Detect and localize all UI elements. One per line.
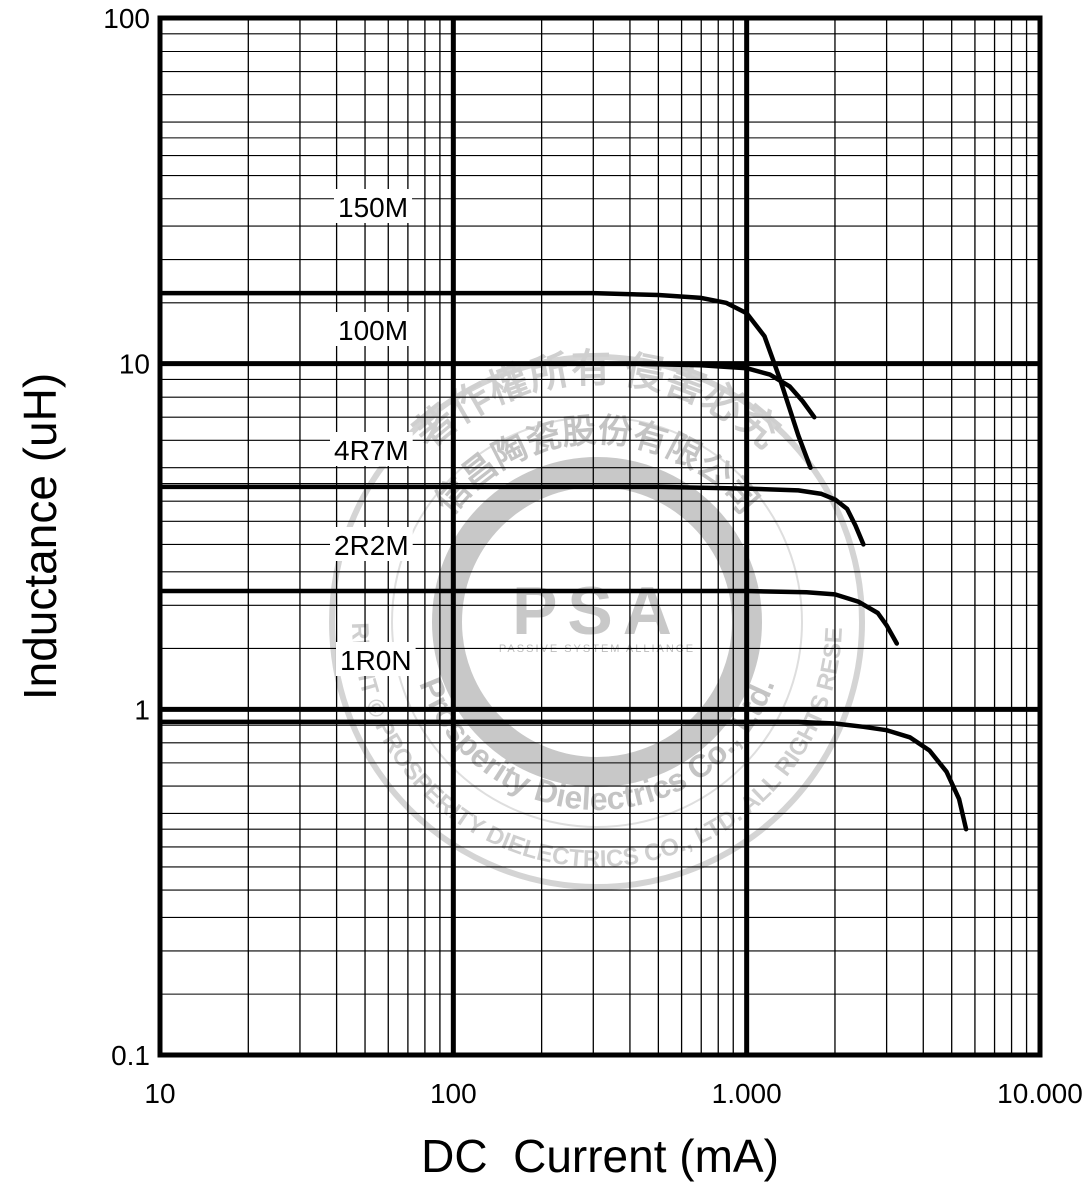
series-line-4r7m — [157, 484, 866, 547]
grid — [157, 15, 1043, 1058]
y-axis-title: Inductance (uH) — [14, 373, 66, 700]
watermark-logo: PSA — [512, 573, 682, 649]
x-tick-label: 1.000 — [712, 1078, 782, 1109]
plot-frame — [157, 15, 1043, 1058]
series-label-bg — [334, 312, 413, 346]
series-lines — [157, 290, 969, 832]
series-label-bg — [330, 527, 413, 561]
x-tick-label: 10.000 — [997, 1078, 1083, 1109]
x-axis-title: DC Current (mA) — [421, 1130, 779, 1182]
series-label-100m: 100M — [338, 315, 408, 346]
series-line-2r2m — [157, 588, 900, 646]
series-label-bg — [334, 189, 413, 223]
watermark-outer-ring — [329, 354, 865, 890]
y-tick-label: 10 — [119, 349, 150, 380]
series-line-1r0n — [157, 719, 969, 832]
x-tick-label: 100 — [430, 1078, 477, 1109]
series-label-4r7m: 4R7M — [334, 435, 409, 466]
series-line-100m — [157, 361, 817, 420]
series-label-2r2m: 2R2M — [334, 530, 409, 561]
labels: 150M 100M 4R7M 2R2M 1R0N 10 100 1.000 10.000 0.1 1… — [14, 3, 1083, 1182]
series-label-150m: 150M — [338, 192, 408, 223]
y-tick-label: 100 — [103, 3, 150, 34]
y-tick-label: 0.1 — [111, 1040, 150, 1071]
x-tick-label: 10 — [144, 1078, 175, 1109]
series-label-bg — [330, 432, 413, 466]
series-label-1r0n: 1R0N — [340, 645, 412, 676]
series-label-bg — [336, 642, 416, 676]
y-tick-label: 1 — [134, 694, 150, 725]
series-line-150m — [157, 290, 813, 470]
